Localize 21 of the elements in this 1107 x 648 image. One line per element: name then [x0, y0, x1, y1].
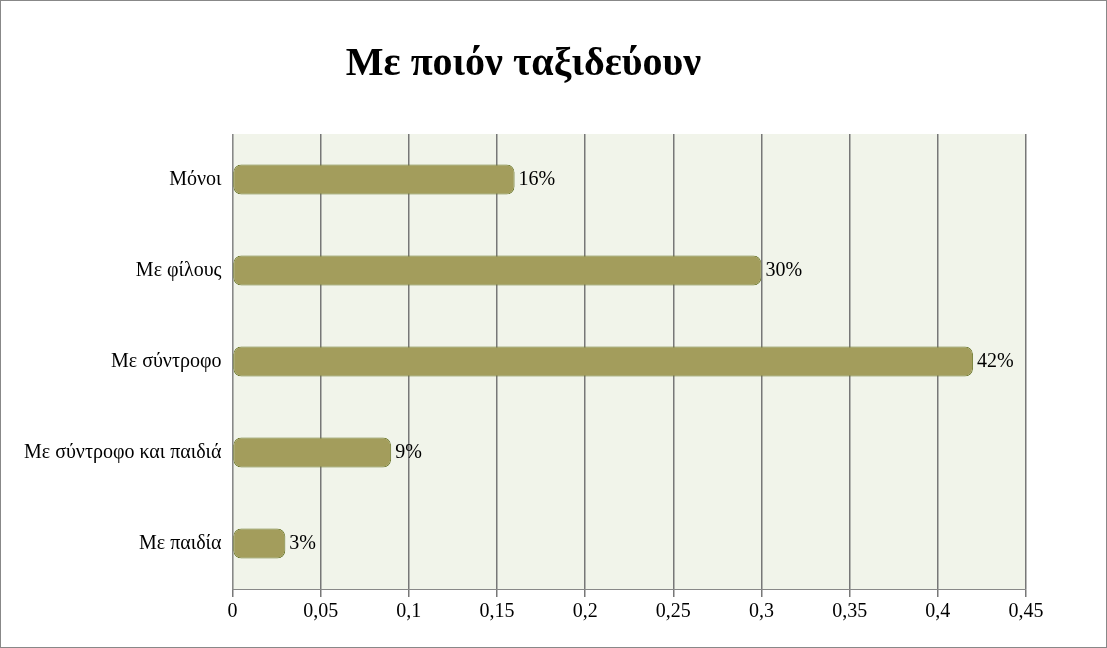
y-tick-label: Με σύντροφο — [111, 348, 222, 372]
x-tick-label: 0,2 — [572, 599, 598, 622]
data-label: 30% — [765, 257, 803, 280]
x-tick-label: 0,3 — [748, 599, 774, 622]
y-tick-label: Με φίλους — [135, 257, 222, 281]
data-label: 42% — [977, 348, 1014, 371]
data-label: 16% — [518, 166, 556, 189]
y-tick-label: Με σύντροφο και παιδιά — [23, 439, 222, 463]
x-tick-label: 0,15 — [479, 599, 515, 622]
x-tick-label: 0,1 — [396, 599, 422, 622]
data-label: 9% — [395, 439, 422, 462]
x-tick-label: 0,05 — [303, 599, 339, 622]
x-tick-label: 0,25 — [655, 599, 691, 622]
data-label: 3% — [289, 530, 317, 553]
x-tick-label: 0,35 — [832, 599, 868, 622]
y-tick-label: Μόνοι — [169, 166, 223, 189]
chart-title: Με ποιόν ταξιδεύουν — [345, 39, 702, 85]
x-tick-label: 0 — [227, 599, 238, 622]
y-tick-label: Με παιδία — [139, 530, 222, 553]
x-tick-label: 0,4 — [925, 599, 951, 622]
x-tick-label: 0,45 — [1008, 599, 1044, 622]
